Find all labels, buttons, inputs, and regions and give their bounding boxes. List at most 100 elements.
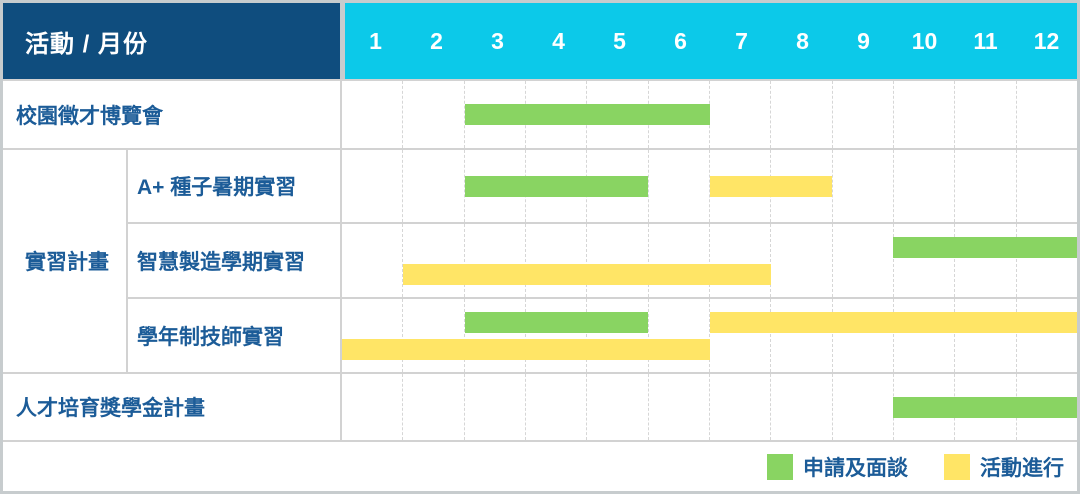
gantt-body: 校園徵才博覽會實習計畫 A+ 種子暑期實習 智慧製造學期實習 學年制技師實習人才培育獎…: [3, 79, 1077, 440]
bar-tracks: [342, 224, 1077, 297]
legend-item-activity-ongoing: 活動進行: [944, 452, 1064, 482]
legend-swatch-green: [767, 453, 793, 480]
month-grid-cell: [892, 224, 954, 297]
month-grid-cell: [463, 374, 525, 440]
month-grid-cell: [1015, 150, 1077, 222]
activity-group: 校園徵才博覽會: [3, 79, 1077, 148]
activity-sublabel: A+ 種子暑期實習: [126, 150, 340, 222]
month-grid-cell: [954, 224, 1015, 297]
legend-label: 活動進行: [980, 456, 1064, 480]
activity-sublabel: 學年制技師實習: [126, 299, 340, 372]
bar-tracks: [342, 299, 1077, 372]
month-header-cell: 7: [735, 27, 748, 54]
month-grid-cell: [586, 224, 647, 297]
activity-group-label: 人才培育獎學金計畫: [3, 374, 340, 440]
bar-track: [342, 396, 1077, 418]
month-grid-cell: [1015, 224, 1077, 297]
month-header-cell: 11: [973, 27, 998, 54]
legend-item-apply-interview: 申請及面談: [767, 452, 908, 482]
month-grid-cell: [770, 299, 831, 372]
legend-label: 申請及面談: [803, 456, 908, 480]
month-header-cell: 12: [1033, 27, 1060, 54]
activity-sublabel: 智慧製造學期實習: [126, 224, 340, 297]
group-rows: [340, 81, 1077, 148]
month-grid-cell: [892, 299, 954, 372]
gantt-row: [340, 374, 1077, 440]
month-grid-cell: [708, 299, 770, 372]
month-grid-cell: [647, 299, 709, 372]
month-header: 1 2 3 4 5 6 7 8 9 10 11 12: [340, 3, 1077, 79]
header-corner-cell: 活動 / 月份: [3, 3, 340, 79]
bar-track: [342, 175, 1077, 197]
bar-track: [342, 338, 1077, 360]
bar-tracks: [342, 81, 1077, 148]
month-grid-cell: [463, 299, 525, 372]
month-grid-cell: [831, 224, 893, 297]
activity-group-label-text: 校園徵才博覽會: [16, 104, 163, 128]
gantt-bar-yellow: [342, 338, 710, 360]
month-grid-cell: [524, 224, 586, 297]
month-header-cell: 9: [857, 27, 870, 54]
row-chart-area: [340, 150, 1077, 222]
month-grid-cell: [402, 374, 463, 440]
gantt-bar-green: [893, 396, 1077, 418]
month-grid-cell: [524, 374, 586, 440]
month-header-cell: 10: [911, 27, 938, 54]
activity-group-label-text: 實習計畫: [25, 251, 109, 274]
month-header-cell: 2: [430, 27, 443, 54]
month-grid-cell: [831, 150, 893, 222]
gantt-row: A+ 種子暑期實習: [126, 150, 1077, 222]
gantt-bar-yellow: [709, 175, 832, 197]
activity-group-label: 校園徵才博覽會: [3, 81, 340, 148]
month-grid-cell: [954, 299, 1015, 372]
month-grid-cell: [1015, 299, 1077, 372]
month-grid-cell: [647, 374, 709, 440]
activity-group-label: 實習計畫: [3, 150, 126, 372]
header-corner-label: 活動 / 月份: [25, 30, 149, 58]
activity-group: 人才培育獎學金計畫: [3, 372, 1077, 440]
month-grid-cell: [402, 150, 463, 222]
gantt-bar-green: [464, 104, 710, 125]
month-grid-cell: [708, 374, 770, 440]
month-header-cell: 3: [491, 27, 504, 54]
month-grid-cell: [831, 374, 893, 440]
gantt-bar-yellow: [709, 311, 1077, 333]
bar-tracks: [342, 150, 1077, 222]
gantt-row: 智慧製造學期實習: [126, 222, 1077, 297]
row-chart-area: [340, 299, 1077, 372]
month-grid: [342, 224, 1077, 297]
month-grid-cell: [770, 224, 831, 297]
month-grid-cell: [647, 224, 709, 297]
gantt-bar-green: [464, 175, 649, 197]
activity-group: 實習計畫 A+ 種子暑期實習 智慧製造學期實習 學年制技師實習: [3, 148, 1077, 372]
bar-track: [342, 236, 1077, 258]
month-header-cell: 1: [369, 27, 382, 54]
activity-group-label-text: 人才培育獎學金計畫: [16, 397, 205, 420]
month-grid-cell: [892, 150, 954, 222]
month-grid-cell: [586, 374, 647, 440]
month-grid-cell: [1015, 81, 1077, 148]
row-chart-area: [340, 81, 1077, 148]
month-grid-cell: [831, 81, 893, 148]
legend-swatch-yellow: [944, 453, 970, 480]
row-chart-area: [340, 224, 1077, 297]
group-rows: [340, 374, 1077, 440]
month-grid: [342, 299, 1077, 372]
bar-track: [342, 104, 1077, 125]
month-grid-cell: [402, 299, 463, 372]
month-grid-cell: [402, 81, 463, 148]
month-header-cell: 4: [552, 27, 565, 54]
month-grid-cell: [463, 81, 525, 148]
month-grid-cell: [770, 81, 831, 148]
gantt-row: [340, 81, 1077, 148]
month-grid-cell: [770, 374, 831, 440]
month-grid-cell: [463, 150, 525, 222]
bar-track: [342, 263, 1077, 285]
month-grid-cell: [402, 224, 463, 297]
month-grid-cell: [524, 299, 586, 372]
month-grid-cell: [954, 81, 1015, 148]
month-grid-cell: [892, 81, 954, 148]
gantt-row: 學年制技師實習: [126, 297, 1077, 372]
month-grid-cell: [954, 150, 1015, 222]
